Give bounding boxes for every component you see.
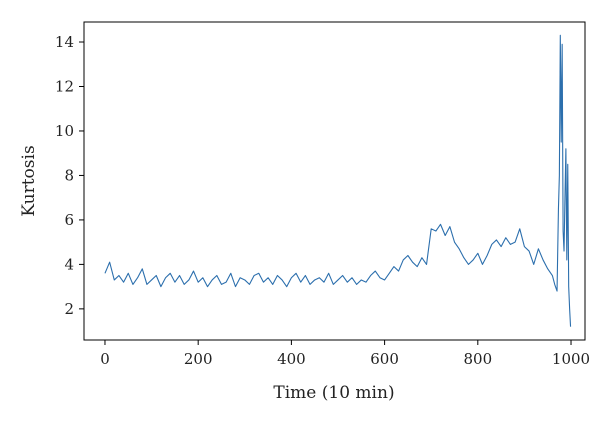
y-axis-ticks: 2 4 6 8 10 12 14 (55, 33, 84, 318)
y-axis-title: Kurtosis (19, 145, 39, 216)
y-tick-label: 8 (64, 166, 74, 184)
y-tick-label: 12 (55, 77, 74, 95)
x-tick-label: 200 (184, 350, 213, 368)
plot-frame (83, 21, 586, 341)
x-tick-label: 600 (370, 350, 399, 368)
y-tick-label: 4 (64, 255, 74, 273)
x-axis-ticks: 0 200 400 600 800 1000 (100, 340, 590, 368)
y-tick-label: 10 (55, 122, 74, 140)
y-tick-label: 2 (64, 300, 74, 318)
y-tick-label: 14 (55, 33, 74, 51)
y-tick-label: 6 (64, 211, 74, 229)
kurtosis-series-line (104, 34, 572, 327)
x-axis-title: Time (10 min) (273, 383, 394, 403)
x-tick-label: 400 (277, 350, 306, 368)
x-tick-label: 800 (463, 350, 492, 368)
x-tick-label: 1000 (552, 350, 590, 368)
x-tick-label: 0 (100, 350, 110, 368)
